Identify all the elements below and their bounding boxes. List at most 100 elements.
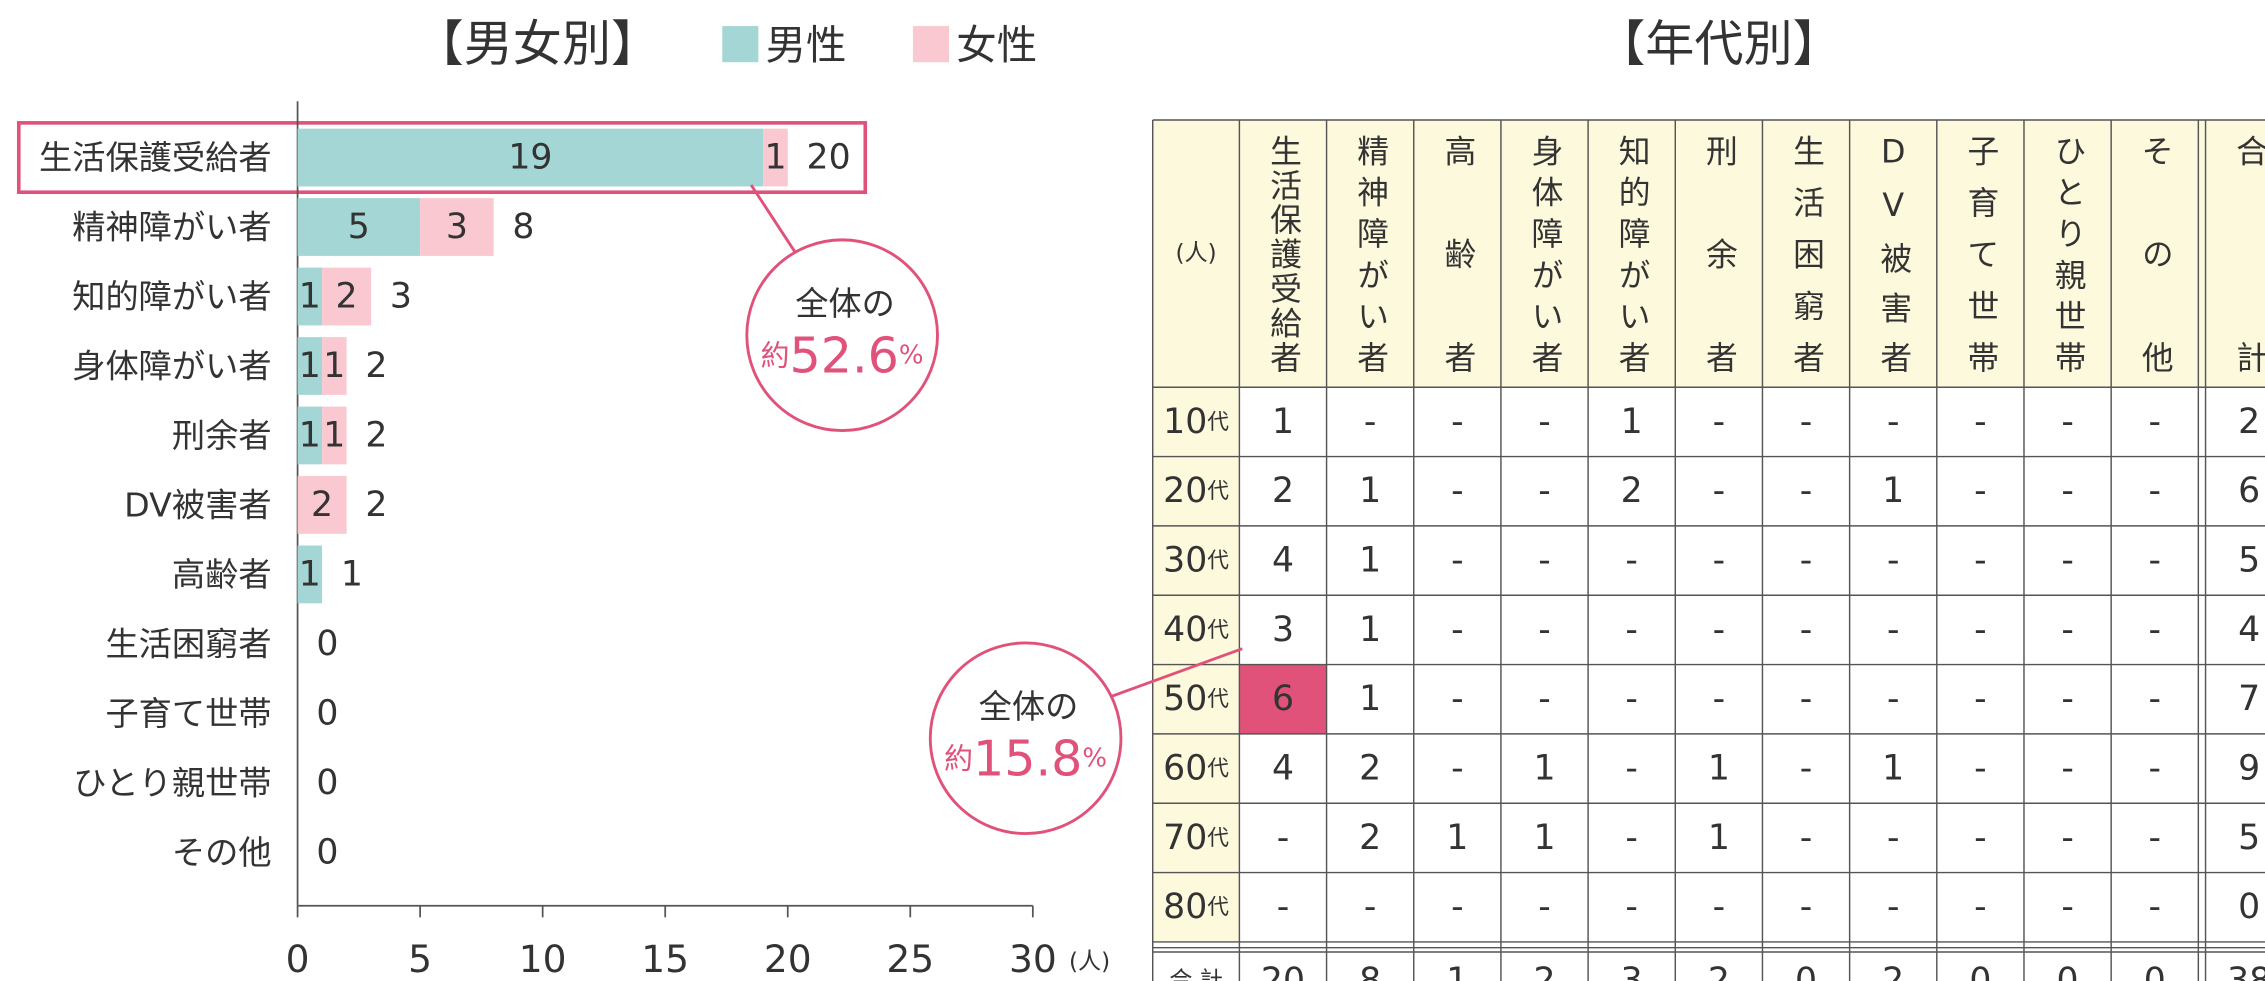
total-label: 2 <box>365 415 387 455</box>
total-cell: 38 <box>2227 961 2265 981</box>
table-cell: - <box>1800 887 1813 927</box>
bar-value-label: 1 <box>299 277 321 317</box>
table-cell: - <box>1451 541 1464 581</box>
table-cell: 1 <box>1446 818 1468 858</box>
table-cell: - <box>1625 887 1638 927</box>
callout-number: 15.8 <box>973 729 1082 787</box>
table-cell: - <box>2148 541 2161 581</box>
total-label: 2 <box>365 485 387 525</box>
table-cell: - <box>1713 402 1726 442</box>
table-cell: 1 <box>1533 818 1555 858</box>
row-label-num: 30 <box>1163 541 1207 581</box>
table-cell: 4 <box>1272 541 1294 581</box>
highlight-cell <box>1239 664 1327 734</box>
table-cell: - <box>1451 749 1464 789</box>
callout-unit: % <box>899 340 924 370</box>
table-cell: - <box>1538 402 1551 442</box>
callout-circle <box>745 238 939 432</box>
table-cell: 4 <box>1272 749 1294 789</box>
table-cell: - <box>1800 471 1813 511</box>
row-label: 40代 <box>1163 610 1229 650</box>
total-label: 0 <box>316 763 338 803</box>
x-tick-label: 30 <box>1009 937 1057 981</box>
x-tick-label: 20 <box>764 937 812 981</box>
table-cell: - <box>2148 402 2161 442</box>
table-cell: 2 <box>1621 471 1643 511</box>
table-cell: - <box>1713 471 1726 511</box>
x-tick-label: 10 <box>519 937 567 981</box>
legend-swatch <box>722 26 759 63</box>
legend-label: 女性 <box>956 21 1037 69</box>
callout-line <box>1103 647 1243 701</box>
table-cell: - <box>2061 402 2074 442</box>
table-cell: - <box>1887 402 1900 442</box>
total-cell: 2 <box>1882 961 1904 981</box>
table-cell: - <box>1713 679 1726 719</box>
table-cell: - <box>1625 541 1638 581</box>
table-cell: 1 <box>1882 749 1904 789</box>
table-cell: - <box>1713 610 1726 650</box>
row-label-suffix: 代 <box>1207 548 1229 573</box>
bar-segment <box>297 198 421 256</box>
row-label-num: 60 <box>1163 749 1207 789</box>
total-cell: 0 <box>1795 961 1817 981</box>
row-label: 50代 <box>1163 679 1229 719</box>
x-axis-label: (人) <box>1069 949 1110 975</box>
total-row-label: 合 計 <box>1169 968 1223 981</box>
bar-segment <box>297 545 323 604</box>
table-cell: - <box>1538 541 1551 581</box>
x-tick-label: 0 <box>286 937 310 981</box>
category-label: 生活保護受給者 <box>39 138 272 177</box>
callout-number: 52.6 <box>790 326 899 384</box>
total-cell: 20 <box>1261 961 1305 981</box>
bar-segment <box>322 406 347 465</box>
table-cell: - <box>1974 679 1987 719</box>
row-label-num: 10 <box>1163 402 1207 442</box>
total-label: 2 <box>365 346 387 386</box>
row-label-suffix: 代 <box>1207 756 1229 781</box>
row-label-suffix: 代 <box>1207 825 1229 850</box>
table-cell: 1 <box>1359 679 1381 719</box>
row-label: 30代 <box>1163 541 1229 581</box>
table-cell: 0 <box>2238 887 2260 927</box>
table-cell: - <box>2061 818 2074 858</box>
total-label: 0 <box>316 624 338 664</box>
highlight-box <box>16 121 868 195</box>
bar-value-label: 1 <box>299 415 321 455</box>
row-label-suffix: 代 <box>1207 409 1229 434</box>
callout-value: 約52.6% <box>761 326 924 384</box>
row-label-suffix: 代 <box>1207 479 1229 504</box>
category-label: 刑余者 <box>172 416 272 455</box>
table-cell: - <box>2061 471 2074 511</box>
table-cell: - <box>2148 887 2161 927</box>
bar-value-label: 19 <box>508 138 552 178</box>
table-cell: - <box>2061 679 2074 719</box>
table-cell: - <box>1974 887 1987 927</box>
bar-value-label: 5 <box>348 207 370 247</box>
table-cell: - <box>1974 610 1987 650</box>
table-cell: 1 <box>1359 471 1381 511</box>
table-cell: - <box>1887 818 1900 858</box>
chart-title: 【男女別】 <box>415 14 661 72</box>
table-cell: - <box>2148 471 2161 511</box>
row-label-num: 70 <box>1163 818 1207 858</box>
table-cell: 2 <box>2238 402 2260 442</box>
table-cell: - <box>1364 402 1377 442</box>
callout-value: 約15.8% <box>944 729 1107 787</box>
table-cell: - <box>1364 887 1377 927</box>
table-cell: 9 <box>2238 749 2260 789</box>
total-label: 8 <box>512 207 534 247</box>
table-cell: - <box>1538 887 1551 927</box>
row-label-num: 20 <box>1163 471 1207 511</box>
table-cell: - <box>2061 610 2074 650</box>
category-label: その他 <box>172 833 272 872</box>
bar-segment <box>297 476 347 534</box>
table-cell: - <box>1974 749 1987 789</box>
table-cell: 6 <box>2238 471 2260 511</box>
table-cell: - <box>1451 679 1464 719</box>
table-cell: 2 <box>1359 818 1381 858</box>
total-label: 0 <box>316 693 338 733</box>
table-cell: 1 <box>1272 402 1294 442</box>
table-cell: - <box>1625 818 1638 858</box>
table-cell: 2 <box>1272 471 1294 511</box>
